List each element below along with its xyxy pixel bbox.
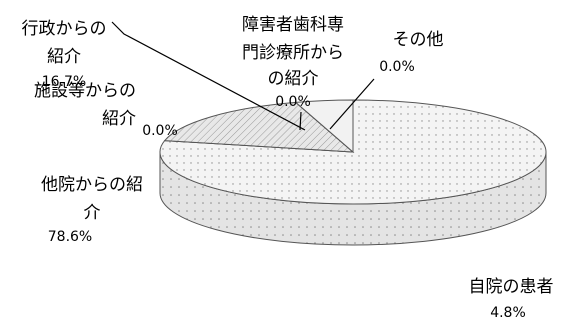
value-label: 0.0% — [142, 123, 178, 139]
category-label: その他 — [393, 30, 444, 50]
category-label: 障害者歯科専門診療所からの紹介 — [242, 15, 344, 89]
value-label: 16.7% — [42, 74, 86, 90]
leader-lines — [111, 21, 375, 131]
pie-slice — [294, 99, 354, 154]
data-labels: 他院からの紹介 78.6% 施設等からの紹介 0.0% 行政からの紹介 16.7% 障害者歯… — [22, 15, 554, 321]
category-label: 自院の患者 — [469, 277, 554, 297]
category-label: 施設等からの紹介 — [34, 81, 136, 129]
leader-line — [329, 78, 375, 130]
value-label: 0.0% — [379, 59, 415, 75]
pie-group — [159, 99, 547, 246]
leader-line — [111, 21, 306, 131]
pie-slice — [163, 101, 355, 153]
value-label: 0.0% — [275, 94, 311, 110]
value-label: 4.8% — [490, 305, 526, 321]
category-label: 行政からの紹介 — [22, 19, 107, 67]
value-label: 78.6% — [48, 229, 92, 245]
category-label: 他院からの紹介 — [41, 175, 143, 223]
leader-line — [299, 111, 302, 131]
